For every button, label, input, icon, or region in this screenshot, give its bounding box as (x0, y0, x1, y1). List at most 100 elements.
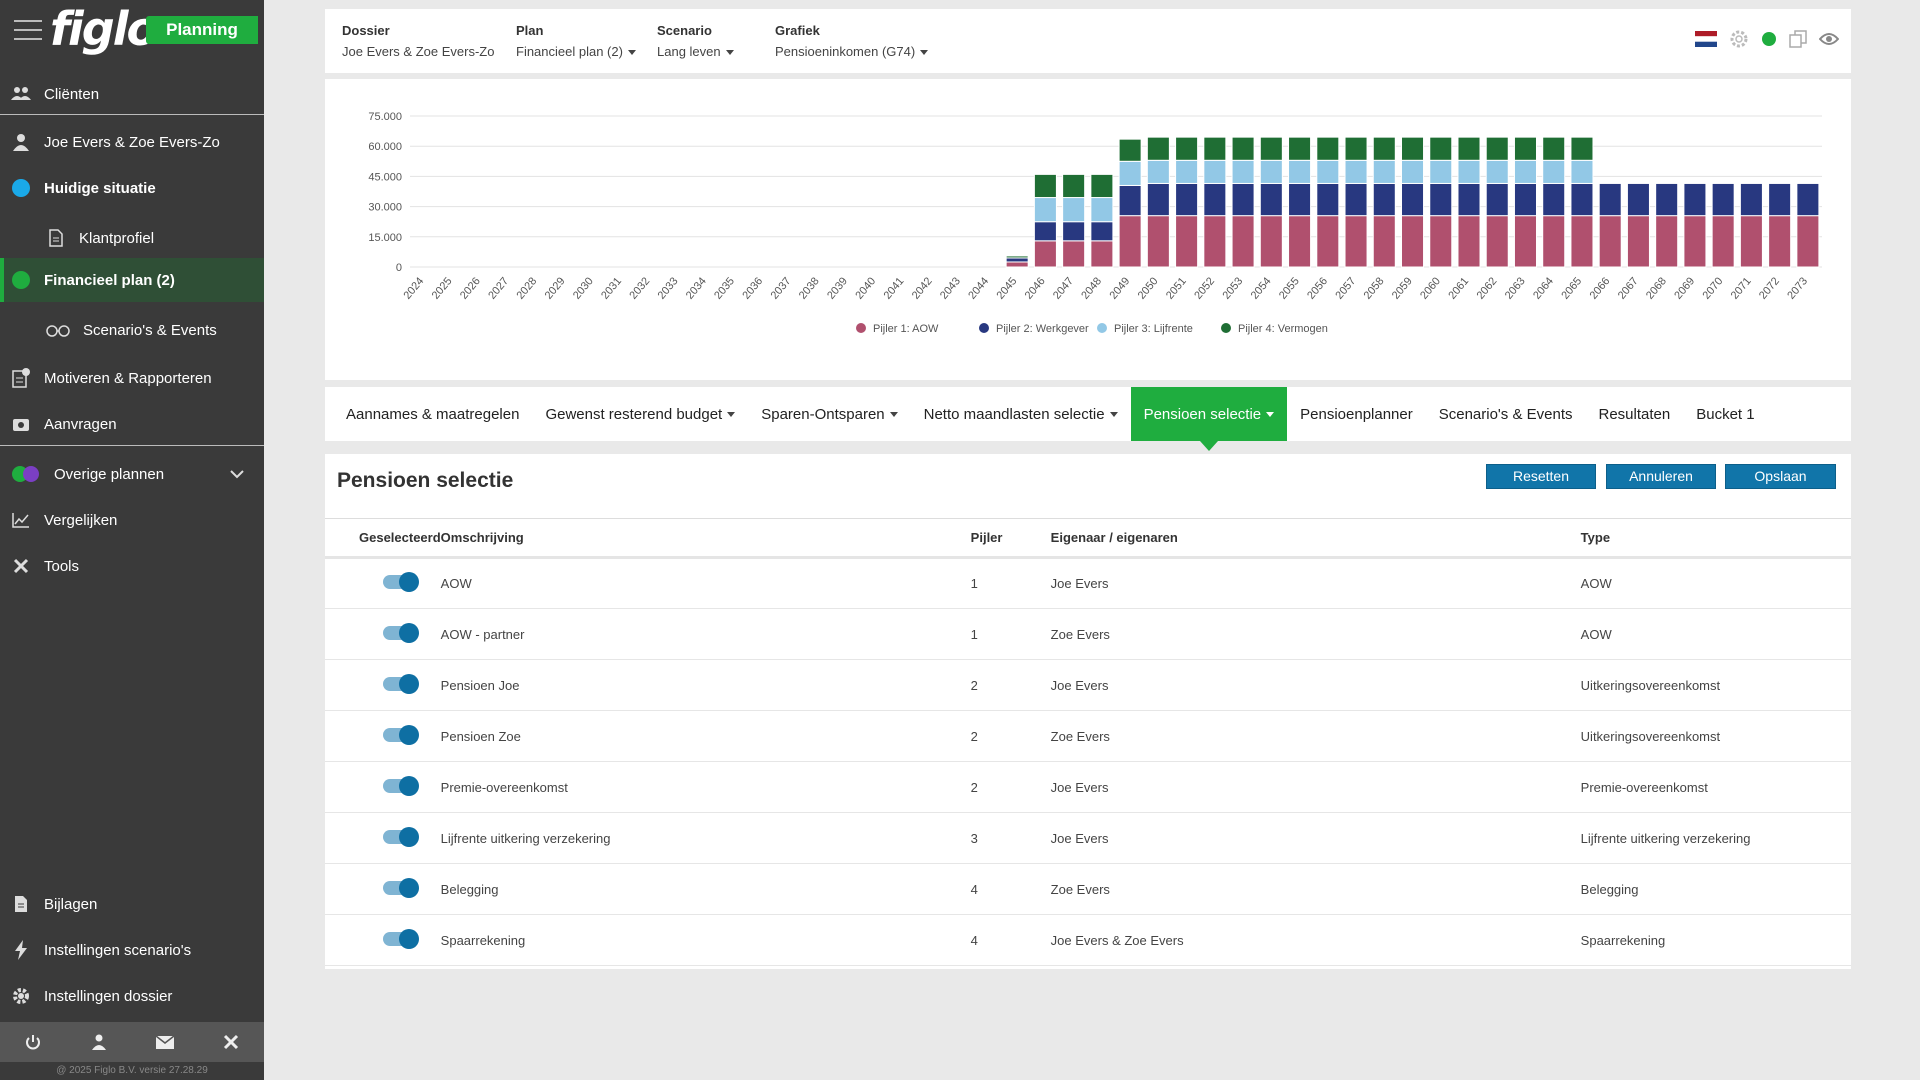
header-icons (1695, 29, 1839, 49)
selected-toggle[interactable] (383, 928, 419, 949)
sidebar-item-motiveren-rapporteren[interactable]: Motiveren & Rapporteren (0, 356, 264, 400)
bar-segment (1231, 215, 1255, 268)
bar-segment (1203, 182, 1227, 217)
selected-toggle[interactable] (383, 775, 419, 796)
tab-resultaten[interactable]: Resultaten (1586, 387, 1684, 441)
tab-gewenst-resterend-budget[interactable]: Gewenst resterend budget (532, 387, 748, 441)
x-tick-label: 2056 (1305, 275, 1330, 301)
sidebar-item-vergelijken[interactable]: Vergelijken (0, 498, 264, 542)
tab-bucket-1[interactable]: Bucket 1 (1683, 387, 1767, 441)
sidebar-item-clienten[interactable]: Cliënten (0, 72, 264, 116)
x-tick-label: 2041 (882, 275, 907, 301)
bar-segment (1513, 182, 1537, 217)
selected-toggle[interactable] (383, 622, 419, 643)
x-tick-label: 2057 (1333, 275, 1358, 301)
page-title: Pensioen selectie (337, 469, 514, 492)
scenario-label: Scenario (657, 23, 712, 38)
sidebar-item-overige-plannen[interactable]: Overige plannen (0, 452, 264, 496)
sidebar-item-klantprofiel[interactable]: Klantprofiel (0, 216, 264, 260)
tab-label: Netto maandlasten selectie (923, 405, 1105, 423)
save-button[interactable]: Opslaan (1725, 464, 1836, 489)
bar-segment (1457, 182, 1481, 217)
column-header-geselecteerd[interactable]: Geselecteerd (325, 518, 441, 559)
type-cell: Belegging (1580, 863, 1851, 915)
sidebar-item-bijlagen[interactable]: Bijlagen (0, 882, 264, 926)
grafiek-label: Grafiek (775, 23, 820, 38)
bar-segment (1542, 136, 1566, 161)
table-row: Premie-overeenkomst 2 Joe Evers Premie-over… (325, 761, 1851, 813)
column-header-pijler[interactable]: Pijler (970, 518, 1051, 559)
x-tick-label: 2033 (656, 275, 681, 301)
selected-toggle[interactable] (383, 877, 419, 898)
x-tick-label: 2067 (1616, 275, 1641, 301)
sidebar-item-instellingen-scenarios[interactable]: Instellingen scenario's (0, 928, 264, 972)
copy-icon[interactable] (1789, 30, 1807, 48)
eye-icon[interactable] (1819, 32, 1839, 46)
sidebar-item-instellingen-dossier[interactable]: Instellingen dossier (0, 974, 264, 1018)
grafiek-dropdown[interactable]: Grafiek Pensioeninkomen (G74) (775, 23, 929, 59)
tab-label: Pensioen selectie (1143, 405, 1262, 423)
column-header-eigenaar[interactable]: Eigenaar / eigenaren (1050, 518, 1581, 559)
sidebar-item-label: Tools (44, 557, 80, 575)
selected-toggle[interactable] (383, 826, 419, 847)
dossier-selector[interactable]: Dossier Joe Evers & Zoe Evers-Zo (342, 23, 494, 59)
sidebar-item-tools[interactable]: Tools (0, 544, 264, 588)
x-tick-label: 2054 (1249, 275, 1274, 301)
bar-segment (1401, 136, 1425, 161)
bar-segment (1626, 215, 1650, 268)
tab-sparen-ontsparen[interactable]: Sparen-Ontsparen (748, 387, 910, 441)
power-icon[interactable] (21, 1030, 45, 1054)
hamburger-menu-icon[interactable] (14, 20, 42, 40)
type-cell: Premie-overeenkomst (1580, 761, 1851, 813)
cancel-button[interactable]: Annuleren (1606, 464, 1716, 489)
legend-label: Pijler 3: Lijfrente (1114, 323, 1193, 335)
mail-icon[interactable] (153, 1030, 177, 1054)
settings-gear-icon[interactable] (1729, 29, 1749, 49)
sidebar-item-aanvragen[interactable]: Aanvragen (0, 402, 264, 446)
tab-netto-maandlasten-selectie[interactable]: Netto maandlasten selectie (911, 387, 1131, 441)
x-tick-label: 2034 (684, 275, 709, 301)
tab-pensioen-selectie[interactable]: Pensioen selectie (1130, 387, 1288, 451)
tab-scenario-s-events[interactable]: Scenario's & Events (1426, 387, 1586, 441)
bar-segment (1485, 136, 1509, 161)
bar-segment (1457, 215, 1481, 268)
bar-segment (1033, 240, 1057, 268)
scenario-dropdown[interactable]: Scenario Lang leven (657, 23, 734, 59)
selected-toggle[interactable] (383, 572, 419, 592)
reset-button[interactable]: Resetten (1486, 464, 1596, 489)
plan-dropdown[interactable]: Plan Financieel plan (2) (516, 23, 636, 59)
bar-segment (1203, 159, 1227, 184)
multi-dot-icon (11, 464, 41, 484)
sidebar-item-financieel-plan[interactable]: Financieel plan (2) (0, 258, 264, 302)
report-icon (11, 368, 31, 388)
bar-segment (1203, 215, 1227, 268)
dutch-flag-icon[interactable] (1695, 31, 1717, 47)
pijler-cell: 2 (970, 761, 1051, 813)
tab-pensioenplanner[interactable]: Pensioenplanner (1287, 387, 1426, 441)
x-tick-label: 2060 (1418, 275, 1443, 301)
selected-toggle[interactable] (383, 724, 419, 745)
legend-marker (1221, 323, 1231, 333)
sidebar-item-client[interactable]: Joe Evers & Zoe Evers-Zo (0, 120, 264, 164)
column-header-type[interactable]: Type (1580, 518, 1851, 559)
tools-icon[interactable] (219, 1030, 243, 1054)
selected-cell (325, 608, 441, 660)
chevron-down-icon[interactable] (230, 466, 244, 482)
bar-segment (1344, 159, 1368, 184)
selected-toggle[interactable] (383, 673, 419, 694)
sidebar-item-huidige-situatie[interactable]: Huidige situatie (0, 166, 264, 210)
bar-segment (1288, 215, 1312, 268)
x-tick-label: 2029 (543, 275, 568, 301)
caret-down-icon (727, 411, 736, 417)
pensioen-selectie-panel: Pensioen selectie Resetten Annuleren Ops… (325, 454, 1851, 969)
eigenaar-cell: Zoe Evers (1050, 863, 1581, 915)
column-header-omschrijving[interactable]: Omschrijving (440, 518, 971, 559)
bar-segment (1090, 173, 1114, 199)
bar-segment (1175, 136, 1199, 161)
x-tick-label: 2049 (1107, 275, 1132, 301)
sidebar-item-scenarios-events[interactable]: Scenario's & Events (0, 308, 264, 352)
eigenaar-cell: Joe Evers (1050, 812, 1581, 864)
user-icon[interactable] (87, 1030, 111, 1054)
bar-segment (1344, 136, 1368, 161)
tab-aannames-maatregelen[interactable]: Aannames & maatregelen (333, 387, 532, 441)
